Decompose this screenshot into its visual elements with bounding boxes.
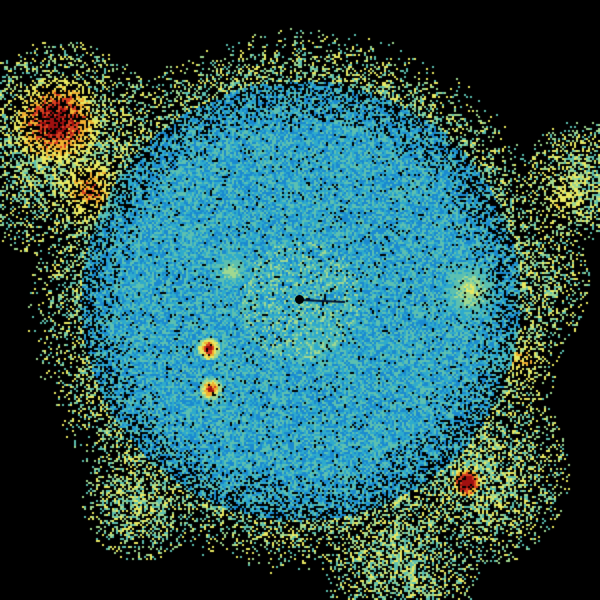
- radar-site-marker: [295, 295, 304, 304]
